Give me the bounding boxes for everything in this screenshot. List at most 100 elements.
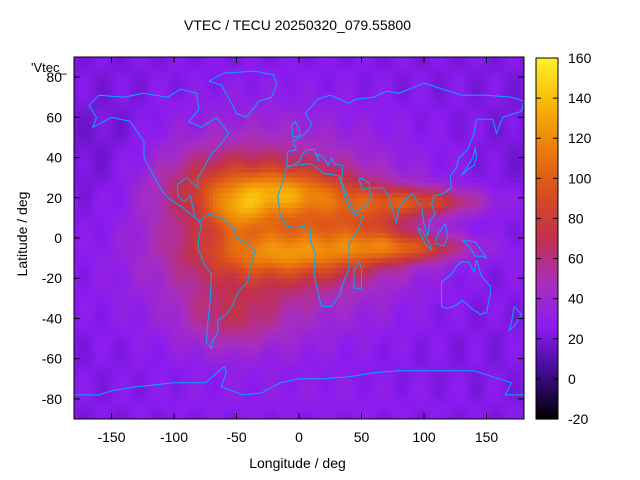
heatmap-cell [344, 248, 349, 254]
heatmap-cell [494, 102, 499, 108]
heatmap-cell [272, 222, 278, 229]
heatmap-cell [325, 217, 330, 224]
heatmap-cell [329, 253, 334, 259]
heatmap-cell [471, 142, 476, 149]
heatmap-cell [317, 197, 323, 204]
heatmap-cell [479, 147, 484, 154]
heatmap-cell [295, 253, 300, 259]
heatmap-cell [216, 172, 221, 179]
heatmap-cell [329, 238, 334, 244]
heatmap-cell [231, 62, 236, 68]
heatmap-cell [85, 238, 90, 244]
heatmap-cell [235, 97, 240, 103]
heatmap-cell [295, 72, 300, 78]
heatmap-cell [92, 172, 98, 179]
heatmap-cell [246, 157, 251, 164]
heatmap-cell [190, 97, 195, 103]
heatmap-cell [434, 162, 439, 169]
heatmap-cell [366, 187, 371, 194]
heatmap-cell [182, 82, 188, 88]
heatmap-cell [385, 152, 390, 159]
heatmap-cell [227, 92, 233, 98]
heatmap-cell [265, 107, 270, 113]
heatmap-cell [100, 57, 105, 63]
heatmap-cell [205, 72, 210, 78]
heatmap-cell [351, 177, 356, 184]
heatmap-cell [494, 82, 499, 88]
heatmap-cell [220, 132, 225, 139]
heatmap-cell [370, 157, 375, 164]
heatmap-cell [89, 112, 94, 118]
heatmap-cell [392, 167, 398, 174]
heatmap-cell [490, 222, 495, 229]
heatmap-cell [441, 122, 446, 128]
heatmap-cell [156, 107, 161, 113]
heatmap-cell [149, 132, 154, 139]
heatmap-cell [152, 172, 158, 179]
heatmap-cell [475, 202, 480, 209]
heatmap-cell [179, 97, 184, 103]
heatmap-cell [377, 92, 383, 98]
heatmap-cell [471, 157, 476, 164]
heatmap-cell [355, 222, 360, 229]
heatmap-cell [179, 132, 184, 139]
heatmap-cell [509, 77, 514, 83]
heatmap-cell [452, 202, 458, 209]
heatmap-cell [295, 132, 300, 139]
heatmap-cell [152, 132, 158, 139]
heatmap-cell [355, 157, 360, 164]
heatmap-cell [381, 132, 386, 139]
heatmap-cell [340, 137, 345, 144]
heatmap-cell [321, 72, 326, 78]
heatmap-cell [475, 72, 480, 78]
heatmap-cell [411, 72, 416, 78]
heatmap-cell [434, 127, 439, 134]
heatmap-cell [377, 62, 383, 68]
heatmap-cell [190, 197, 195, 204]
heatmap-cell [216, 227, 221, 234]
heatmap-cell [141, 87, 146, 93]
heatmap-cell [449, 102, 454, 108]
heatmap-cell [156, 243, 161, 249]
heatmap-cell [396, 192, 401, 199]
heatmap-cell [377, 102, 383, 108]
heatmap-cell [284, 67, 289, 73]
heatmap-cell [359, 142, 364, 149]
heatmap-cell [494, 232, 499, 239]
heatmap-cell [272, 197, 278, 204]
heatmap-cell [141, 197, 146, 204]
heatmap-cell [254, 232, 259, 239]
heatmap-cell [115, 207, 120, 214]
heatmap-cell [299, 67, 304, 73]
heatmap-cell [257, 127, 263, 134]
heatmap-cell [89, 142, 94, 149]
heatmap-cell [505, 152, 510, 159]
heatmap-cell [407, 182, 413, 189]
heatmap-cell [89, 127, 94, 134]
heatmap-cell [291, 72, 296, 78]
heatmap-cell [107, 122, 113, 128]
heatmap-cell [111, 107, 116, 113]
heatmap-cell [494, 202, 499, 209]
heatmap-cell [441, 172, 446, 179]
heatmap-cell [77, 253, 83, 259]
heatmap-cell [186, 232, 191, 239]
heatmap-cell [359, 263, 364, 269]
heatmap-cell [490, 97, 495, 103]
heatmap-cell [332, 137, 338, 144]
heatmap-cell [381, 57, 386, 63]
heatmap-cell [452, 152, 458, 159]
heatmap-cell [130, 157, 135, 164]
heatmap-cell [430, 238, 435, 244]
heatmap-cell [134, 182, 139, 189]
heatmap-cell [422, 147, 428, 154]
heatmap-cell [355, 92, 360, 98]
heatmap-cell [359, 102, 364, 108]
heatmap-cell [385, 162, 390, 169]
heatmap-cell [520, 253, 524, 259]
heatmap-cell [115, 112, 120, 118]
heatmap-cell [351, 253, 356, 259]
heatmap-cell [374, 177, 379, 184]
heatmap-cell [385, 182, 390, 189]
heatmap-cell [81, 227, 86, 234]
